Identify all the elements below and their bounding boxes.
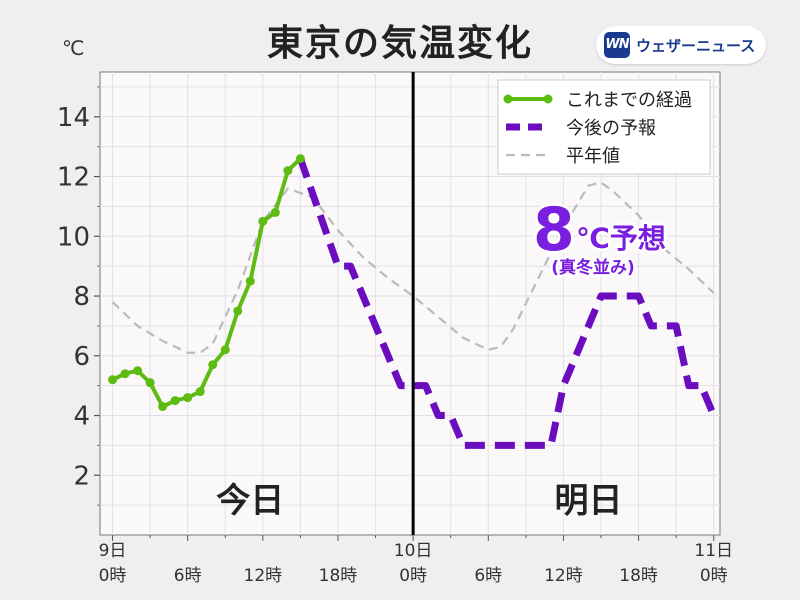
- observed-point: [220, 345, 230, 355]
- x-tick-label-hour: 6時: [174, 566, 202, 586]
- observed-point: [295, 154, 305, 164]
- day-label: 明日: [554, 481, 622, 521]
- legend-label: これまでの経過: [566, 90, 692, 111]
- observed-point: [258, 216, 268, 226]
- observed-point: [108, 375, 118, 385]
- observed-point: [233, 306, 243, 316]
- day-label: 今日: [216, 481, 284, 521]
- observed-point: [270, 207, 280, 217]
- annotation-subtext: (真冬並み): [551, 257, 635, 278]
- observed-series-line: [111, 157, 302, 409]
- legend-label: 今後の予報: [566, 118, 656, 139]
- y-tick-label: 8: [73, 282, 90, 312]
- y-tick-label: 4: [73, 402, 90, 432]
- observed-point: [120, 369, 130, 379]
- weathernews-logo: WN ウェザーニュース: [596, 26, 766, 64]
- x-tick-label-hour: 0時: [99, 566, 127, 586]
- observed-point: [158, 402, 168, 412]
- observed-point: [183, 393, 193, 403]
- chart-title: 東京の気温変化: [266, 23, 533, 64]
- x-tick-label-date: 10日: [394, 541, 433, 561]
- observed-point: [245, 276, 255, 286]
- x-tick-label-hour: 12時: [244, 566, 283, 586]
- annotation-value: 8: [533, 195, 575, 265]
- y-tick-label: 6: [73, 342, 90, 372]
- normal-series-line: [111, 181, 715, 354]
- legend-observed-point: [503, 94, 513, 104]
- observed-point: [133, 366, 143, 376]
- x-tick-label-hour: 18時: [619, 566, 658, 586]
- annotation-unit: ℃予想: [576, 222, 666, 255]
- logo-text: ウェザーニュース: [636, 37, 756, 55]
- y-tick-label: 14: [57, 103, 90, 133]
- observed-point: [283, 166, 293, 176]
- observed-point: [208, 360, 218, 370]
- legend-label: 平年値: [566, 146, 620, 167]
- y-tick-label: 10: [57, 222, 90, 252]
- observed-point: [170, 396, 180, 406]
- observed-point: [145, 378, 155, 388]
- legend-observed-point: [543, 94, 553, 104]
- y-tick-label: 12: [57, 163, 90, 193]
- x-tick-label-hour: 18時: [319, 566, 358, 586]
- y-tick-label: 2: [73, 461, 90, 491]
- x-tick-label-date: 9日: [99, 541, 127, 561]
- x-tick-label-hour: 6時: [474, 566, 502, 586]
- y-axis-unit: ℃: [62, 36, 85, 60]
- x-tick-label-hour: 0時: [399, 566, 427, 586]
- observed-point: [195, 387, 205, 397]
- x-tick-label-date: 11日: [694, 541, 733, 561]
- forecast-series-line: [297, 157, 717, 449]
- x-tick-label-hour: 0時: [700, 566, 728, 586]
- wn-logo-icon: WN: [604, 32, 630, 58]
- x-tick-label-hour: 12時: [544, 566, 583, 586]
